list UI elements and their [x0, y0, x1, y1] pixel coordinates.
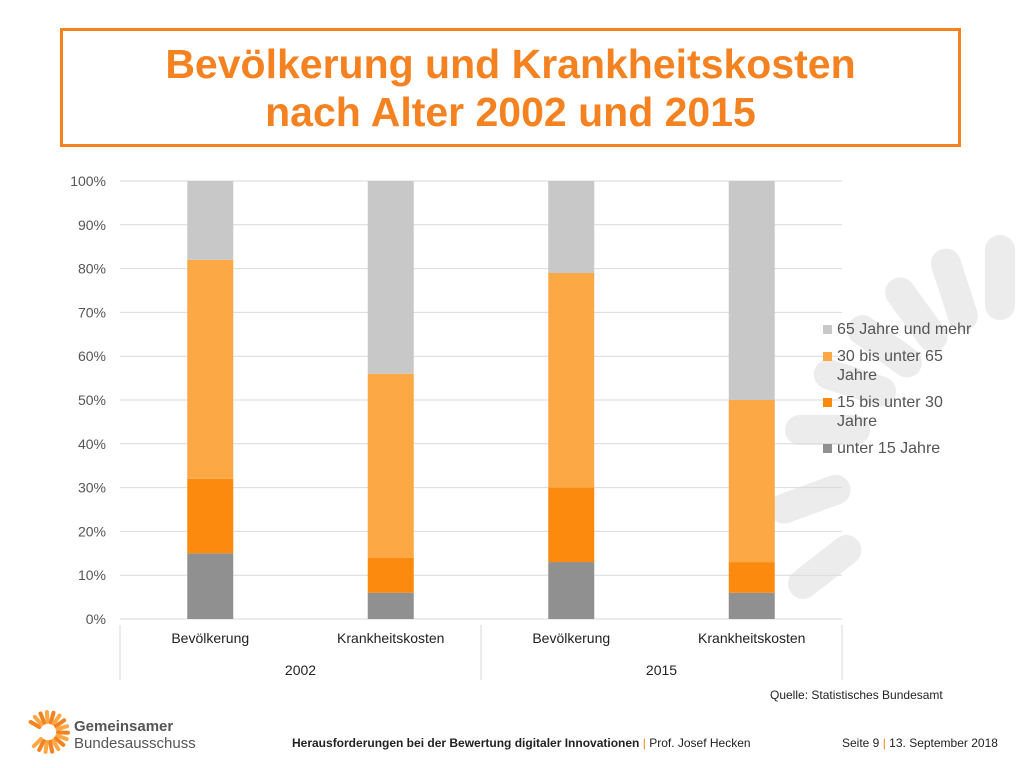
y-tick-label: 90% — [78, 217, 106, 233]
logo-ray — [48, 739, 55, 754]
deco-ray — [787, 535, 862, 599]
y-tick-label: 0% — [86, 611, 106, 627]
title-box: Bevölkerung und Krankheitskosten nach Al… — [60, 28, 961, 147]
logo-ray — [37, 738, 46, 752]
group-label: 2002 — [285, 662, 316, 678]
page-title-line-2: nach Alter 2002 und 2015 — [265, 88, 756, 135]
y-tick-label: 60% — [78, 348, 106, 364]
legend-swatch — [823, 352, 832, 361]
logo-sun-icon — [28, 710, 70, 754]
x-tick-label: Krankheitskosten — [337, 630, 444, 646]
y-tick-label: 100% — [70, 173, 106, 189]
page-title-line-1: Bevölkerung und Krankheitskosten — [165, 40, 856, 87]
bar-segment — [187, 553, 234, 619]
logo-ray — [53, 736, 66, 747]
bar-segment — [728, 181, 775, 400]
logo-ray — [54, 718, 67, 729]
bar-segment — [728, 592, 775, 619]
bar-segment — [548, 272, 595, 488]
y-tick-label: 80% — [78, 261, 106, 277]
logo-ray — [51, 738, 61, 752]
bar-segment — [548, 181, 595, 273]
deco-ray — [847, 315, 922, 378]
legend-item: 30 bis unter 65 Jahre — [823, 347, 973, 385]
logo-text-line-2: Bundesausschuss — [74, 735, 196, 752]
logo: Gemeinsamer Bundesausschuss — [22, 702, 196, 758]
footer-separator-2: | — [882, 736, 886, 750]
legend-swatch — [823, 398, 832, 407]
logo-ray — [32, 714, 44, 727]
bar-segment — [367, 181, 414, 374]
bar-segment — [548, 487, 595, 563]
y-tick-label: 40% — [78, 436, 106, 452]
bar-segment — [187, 181, 234, 260]
y-tick-label: 50% — [78, 392, 106, 408]
logo-ray — [51, 713, 62, 726]
legend-item: 65 Jahre und mehr — [823, 320, 973, 339]
y-tick-label: 10% — [78, 567, 106, 583]
y-tick-label: 70% — [78, 304, 106, 320]
y-tick-label: 30% — [78, 480, 106, 496]
deco-ray — [768, 474, 851, 524]
logo-ray — [43, 739, 49, 754]
bar-segment — [367, 373, 414, 558]
bar-segment — [367, 592, 414, 619]
footer-date: 13. September 2018 — [889, 736, 998, 750]
logo-ray — [55, 733, 69, 742]
logo-text-line-1: Gemeinsamer — [74, 718, 174, 735]
logo-ray — [28, 720, 42, 729]
logo-ray — [44, 710, 50, 725]
legend-swatch — [823, 444, 832, 453]
group-label: 2015 — [646, 662, 677, 678]
deco-ray — [930, 248, 978, 331]
bar-segment — [187, 478, 234, 554]
source-note: Quelle: Statistisches Bundesamt — [770, 688, 943, 702]
footer-page-number: Seite 9 — [842, 736, 880, 750]
x-tick-label: Bevölkerung — [171, 630, 249, 646]
footer-author: Prof. Josef Hecken — [649, 736, 751, 750]
legend-item: 15 bis unter 30 Jahre — [823, 393, 973, 431]
footer-page-info: Seite 9 | 13. September 2018 — [842, 736, 998, 750]
footer-talk-title: Herausforderungen bei der Bewertung digi… — [292, 736, 640, 750]
bar-segment — [367, 557, 414, 593]
bar-segment — [187, 259, 234, 479]
legend-swatch — [823, 325, 832, 334]
bar-segment — [548, 562, 595, 619]
logo-ray — [48, 710, 56, 725]
legend-label: unter 15 Jahre — [837, 440, 941, 457]
footer-separator: | — [642, 736, 646, 750]
x-tick-label: Bevölkerung — [532, 630, 610, 646]
logo-ray — [55, 724, 70, 732]
legend-label: 65 Jahre und mehr — [837, 321, 972, 338]
deco-ray — [813, 359, 897, 407]
logo-ray — [38, 711, 47, 725]
bar-segment — [728, 562, 775, 593]
y-tick-label: 20% — [78, 523, 106, 539]
legend-label: 30 bis unter 65 Jahre — [837, 348, 943, 384]
legend-item: unter 15 Jahre — [823, 439, 973, 458]
chart-legend: 65 Jahre und mehr 30 bis unter 65 Jahre 15… — [823, 320, 973, 466]
stacked-bar-chart: 0% 10% 20% 30% 40% 50% 60% 70% 80% 90% 100% Bevölke… — [70, 173, 843, 680]
footer-presentation-info: Herausforderungen bei der Bewertung digi… — [292, 736, 751, 750]
deco-ray — [885, 277, 948, 352]
bar-segment — [728, 400, 775, 563]
logo-ray — [31, 737, 43, 749]
x-tick-label: Krankheitskosten — [698, 630, 805, 646]
legend-label: 15 bis unter 30 Jahre — [837, 394, 943, 430]
